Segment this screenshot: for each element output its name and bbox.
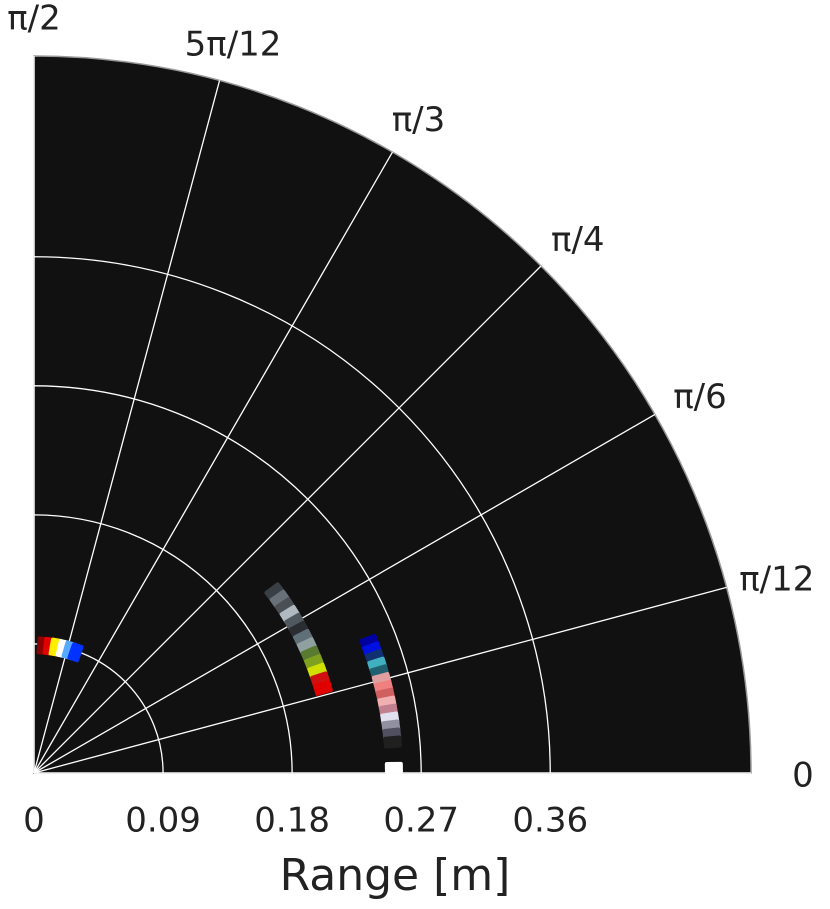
grid-spoke (33, 413, 656, 774)
marker (284, 612, 305, 631)
theta-tick-label: 0 (792, 756, 814, 796)
marker (279, 604, 300, 624)
marker (384, 761, 403, 775)
marker (274, 597, 295, 616)
marker (67, 642, 84, 663)
theta-tick-label: π/6 (673, 377, 727, 417)
r-tick-label: 0 (23, 801, 45, 841)
marker (296, 637, 318, 655)
r-tick-label: 0.27 (383, 801, 459, 841)
marker (313, 680, 333, 696)
marker (292, 628, 314, 647)
marker (264, 582, 285, 602)
x-axis-label: Range [m] (280, 850, 511, 901)
theta-tick-label: π/4 (551, 220, 605, 260)
grid-spoke (33, 151, 394, 774)
r-tick-label: 0.36 (512, 801, 588, 841)
r-tick-label: 0.09 (125, 801, 201, 841)
marker (383, 735, 402, 749)
r-tick-label: 0.18 (254, 801, 330, 841)
marker (288, 620, 309, 639)
marker (269, 589, 290, 609)
theta-tick-label: π/3 (392, 100, 446, 140)
theta-tick-label: π/12 (739, 560, 814, 600)
grid-spoke (33, 265, 542, 774)
theta-tick-label: π/2 (7, 0, 61, 39)
theta-tick-label: 5π/12 (185, 24, 282, 64)
